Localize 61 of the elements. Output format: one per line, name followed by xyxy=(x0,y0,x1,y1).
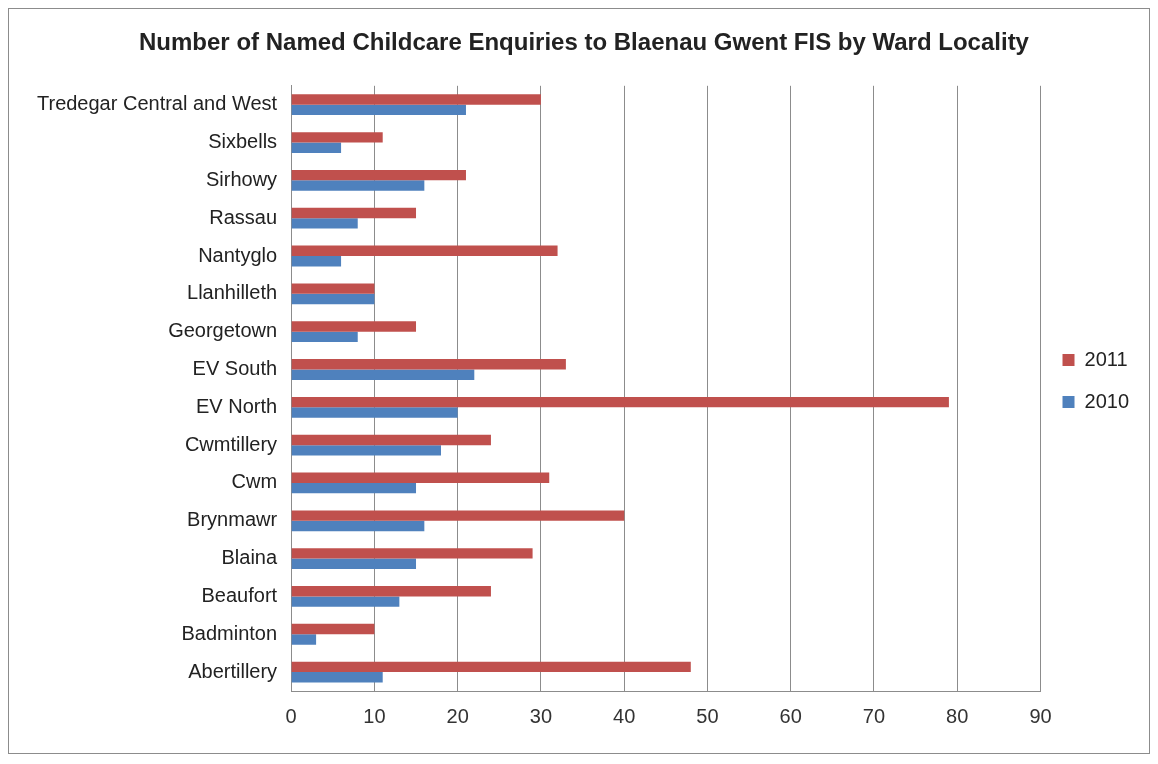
bar xyxy=(291,142,342,153)
y-tick-label: Brynmawr xyxy=(187,508,278,531)
bar xyxy=(291,359,566,370)
bar xyxy=(291,218,358,229)
y-tick-label: Sixbells xyxy=(208,130,278,153)
x-tick-label: 90 xyxy=(1029,704,1052,727)
bar xyxy=(291,472,550,483)
bar xyxy=(291,672,383,683)
bar xyxy=(291,634,317,645)
bar xyxy=(291,256,342,267)
bar xyxy=(291,207,417,219)
bar xyxy=(291,407,458,418)
x-tick-label: 70 xyxy=(862,704,886,727)
y-tick-label: Nantyglo xyxy=(198,243,278,266)
legend-label: 2011 xyxy=(1084,347,1128,370)
x-tick-label: 60 xyxy=(779,704,802,727)
bar xyxy=(291,293,375,305)
bar xyxy=(291,510,625,521)
y-tick-label: Cwm xyxy=(231,470,278,493)
bar xyxy=(291,369,475,380)
bar xyxy=(291,321,417,332)
x-tick-label: 0 xyxy=(285,704,297,727)
y-tick-label: Sirhowy xyxy=(205,167,278,190)
x-tick-label: 10 xyxy=(363,704,386,727)
y-tick-label: Rassau xyxy=(209,205,278,228)
x-tick-label: 20 xyxy=(446,704,469,727)
legend-label: 2010 xyxy=(1084,389,1130,412)
bar xyxy=(291,283,375,294)
y-tick-label: Georgetown xyxy=(168,319,278,342)
bar xyxy=(291,482,417,494)
x-tick-label: 50 xyxy=(696,704,719,727)
x-tick-label: 40 xyxy=(613,704,636,727)
bar xyxy=(291,132,383,143)
y-tick-label: EV North xyxy=(195,394,278,417)
bar xyxy=(291,331,358,343)
bar xyxy=(291,661,691,673)
bar xyxy=(291,245,558,257)
y-tick-label: Beaufort xyxy=(201,583,278,606)
bar xyxy=(291,596,400,607)
x-tick-label: 80 xyxy=(946,704,969,727)
bar xyxy=(291,520,425,532)
bar xyxy=(291,180,425,191)
y-tick-label: Tredegar Central and West xyxy=(36,92,278,115)
y-tick-label: Llanhilleth xyxy=(187,281,278,304)
bar xyxy=(291,104,466,116)
bar xyxy=(291,169,466,181)
y-tick-label: EV South xyxy=(192,357,278,379)
bar xyxy=(291,94,541,105)
bar xyxy=(291,445,441,456)
bar xyxy=(291,558,417,570)
bar xyxy=(291,434,491,446)
chart-title: Number of Named Childcare Enquiries to Blaenau Gwent FIS by Ward Locality xyxy=(139,28,1030,56)
y-tick-label: Abertillery xyxy=(188,659,278,682)
x-tick-label: 30 xyxy=(529,704,553,727)
bar xyxy=(291,548,533,559)
y-tick-label: Badminton xyxy=(181,621,278,644)
y-tick-label: Cwmtillery xyxy=(184,432,278,455)
bar xyxy=(291,396,949,408)
y-tick-label: Blaina xyxy=(221,546,278,569)
bar xyxy=(291,623,375,635)
bar xyxy=(291,586,491,597)
